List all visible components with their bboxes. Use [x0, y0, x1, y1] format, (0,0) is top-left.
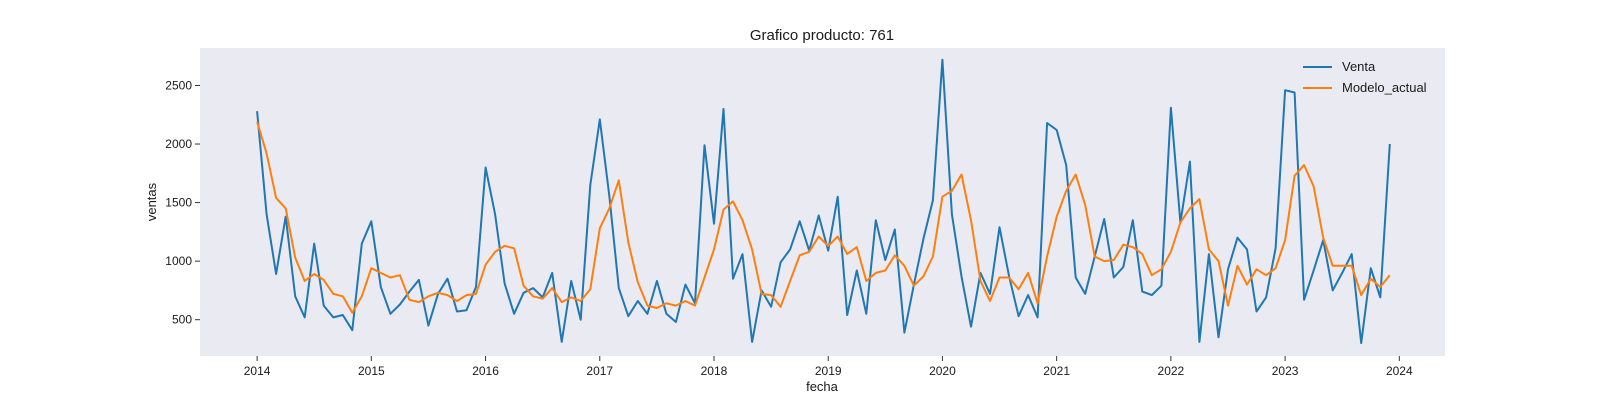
x-tick-label: 2022 — [1158, 364, 1185, 378]
y-tick-label: 1000 — [165, 254, 192, 268]
x-axis-ticks: 2014 2015 2016 2017 2018 2019 2020 2021 2022 2023… — [244, 356, 1413, 378]
x-tick-label: 2019 — [815, 364, 842, 378]
y-axis-ticks: 500 1000 1500 2000 2500 — [165, 78, 200, 327]
series-line-venta — [256, 58, 1391, 345]
series-layer — [256, 58, 1391, 345]
legend-label-modelo-actual: Modelo_actual — [1342, 80, 1427, 95]
chart-title: Grafico producto: 761 — [750, 27, 894, 44]
x-tick-label: 2020 — [929, 364, 956, 378]
legend: Venta Modelo_actual — [1303, 59, 1427, 95]
x-axis-label: fecha — [806, 379, 839, 394]
x-tick-label: 2014 — [244, 364, 271, 378]
legend-label-venta: Venta — [1342, 59, 1376, 74]
x-tick-label: 2024 — [1386, 364, 1413, 378]
x-tick-label: 2015 — [358, 364, 385, 378]
x-tick-label: 2016 — [472, 364, 499, 378]
x-tick-label: 2023 — [1272, 364, 1299, 378]
plot-background — [200, 48, 1445, 356]
y-tick-label: 2500 — [165, 78, 192, 92]
x-tick-label: 2018 — [701, 364, 728, 378]
series-line-modelo-actual — [256, 121, 1391, 314]
x-tick-label: 2017 — [586, 364, 613, 378]
y-tick-label: 1500 — [165, 196, 192, 210]
x-tick-label: 2021 — [1043, 364, 1070, 378]
y-tick-label: 2000 — [165, 137, 192, 151]
y-axis-label: ventas — [144, 182, 159, 221]
y-tick-label: 500 — [172, 313, 192, 327]
